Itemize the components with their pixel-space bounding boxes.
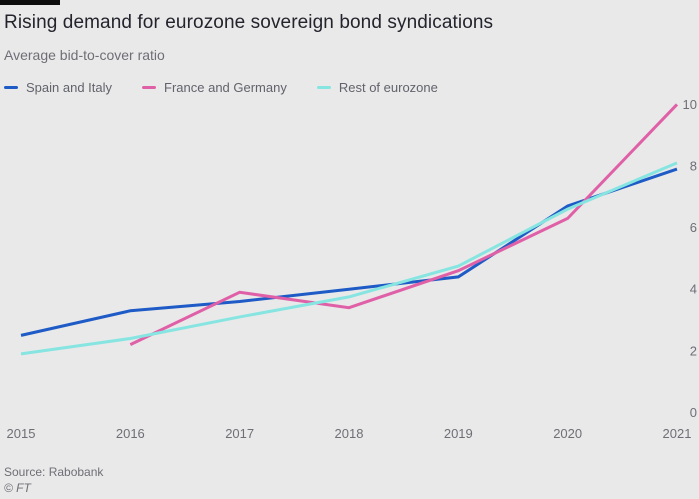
line-swatch-icon	[4, 86, 18, 89]
x-axis-tick-label: 2021	[663, 426, 692, 441]
chart-subtitle: Average bid-to-cover ratio	[4, 47, 165, 63]
y-axis-tick-label: 4	[690, 282, 697, 297]
legend: Spain and Italy France and Germany Rest …	[4, 80, 438, 95]
y-axis-tick-label: 8	[690, 159, 697, 174]
series-line-spain-and-italy	[20, 167, 678, 337]
legend-label: France and Germany	[164, 80, 287, 95]
source-note: Source: Rabobank	[4, 465, 104, 479]
x-axis-tick-label: 2020	[553, 426, 582, 441]
x-axis-tick-label: 2015	[7, 426, 36, 441]
chart-title: Rising demand for eurozone sovereign bon…	[4, 12, 494, 33]
y-axis-tick-label: 6	[690, 220, 697, 235]
line-swatch-icon	[142, 86, 157, 89]
ft-credit: © FT	[4, 481, 31, 495]
legend-item-france-and-germany: France and Germany	[142, 80, 287, 95]
x-axis-tick-label: 2017	[225, 426, 254, 441]
series-line-rest-of-eurozone	[20, 161, 678, 356]
legend-label: Spain and Italy	[26, 80, 113, 95]
x-axis-tick-label: 2018	[335, 426, 364, 441]
legend-item-spain-and-italy: Spain and Italy	[4, 80, 112, 95]
legend-item-rest-of-eurozone: Rest of eurozone	[316, 80, 438, 95]
line-swatch-icon	[316, 86, 331, 89]
accent-bar	[0, 0, 60, 5]
y-axis-tick-label: 0	[690, 405, 697, 420]
series-line-france-and-germany	[129, 103, 679, 346]
x-axis-tick-label: 2016	[116, 426, 145, 441]
y-axis-tick-label: 10	[683, 97, 697, 112]
x-axis-tick-label: 2019	[444, 426, 473, 441]
legend-label: Rest of eurozone	[338, 80, 438, 95]
y-axis-tick-label: 2	[690, 343, 697, 358]
